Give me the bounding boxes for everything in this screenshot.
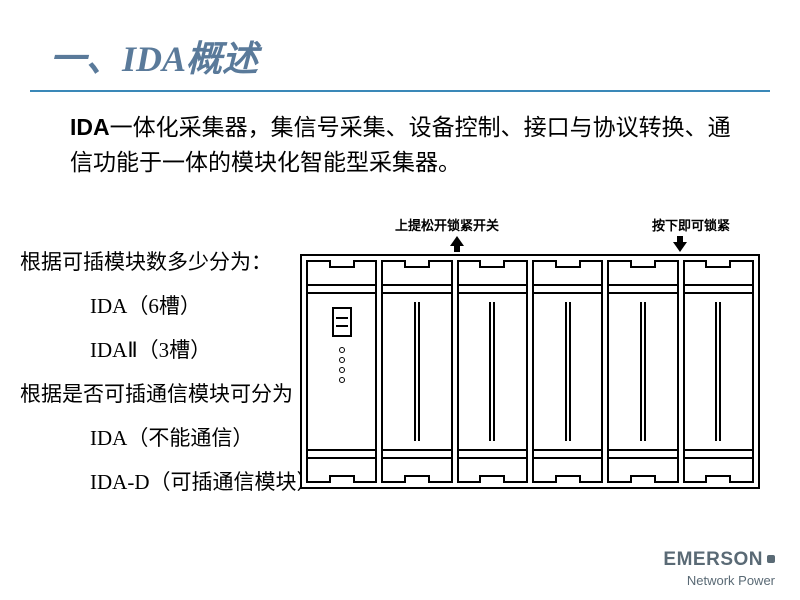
description-paragraph: IDA一体化采集器，集信号采集、设备控制、接口与协议转换、通信功能于一体的模块化…	[0, 92, 800, 180]
description-bold: IDA	[70, 114, 110, 140]
diagram-labels: 上提松开锁紧开关 按下即可锁紧	[300, 215, 760, 234]
device-slot-2	[457, 260, 528, 483]
description-text: 一体化采集器，集信号采集、设备控制、接口与协议转换、通信功能于一体的模块化智能型…	[70, 115, 731, 175]
logo-dot-icon	[767, 555, 775, 563]
device-slot-5	[683, 260, 754, 483]
classification-block: 根据可插模块数多少分为： IDA（6槽） IDAⅡ（3槽） 根据是否可插通信模块…	[20, 240, 317, 505]
slot-buttons	[339, 347, 345, 383]
class-item-3: IDA（不能通信）	[20, 416, 317, 460]
class-item-2: IDAⅡ（3槽）	[20, 328, 317, 372]
class-heading-1: 根据可插模块数多少分为：	[20, 240, 317, 284]
label-left: 上提松开锁紧开关	[395, 215, 499, 234]
arrow-up-icon	[450, 236, 464, 252]
title-text: 一、IDA概述	[50, 39, 258, 79]
device-slot-0	[306, 260, 377, 483]
brand-logo: EMERSON Network Power	[663, 549, 775, 588]
device-slot-4	[607, 260, 678, 483]
device-slot-1	[381, 260, 452, 483]
logo-main-text: EMERSON	[663, 549, 763, 571]
slot-display	[332, 307, 352, 337]
class-item-4: IDA-D（可插通信模块）	[20, 460, 317, 504]
device-slot-3	[532, 260, 603, 483]
device-chassis	[300, 254, 760, 489]
class-heading-2: 根据是否可插通信模块可分为	[20, 372, 317, 416]
slide-title: 一、IDA概述	[0, 0, 800, 90]
logo-sub-text: Network Power	[663, 573, 775, 588]
label-right: 按下即可锁紧	[652, 215, 730, 234]
logo-main-line: EMERSON	[663, 549, 775, 571]
arrow-down-icon	[673, 236, 687, 252]
diagram-arrows	[300, 236, 760, 252]
class-item-1: IDA（6槽）	[20, 284, 317, 328]
device-diagram: 上提松开锁紧开关 按下即可锁紧	[300, 215, 760, 489]
